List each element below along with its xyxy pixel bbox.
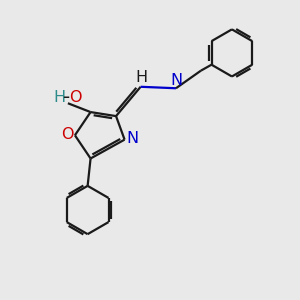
- Text: H: H: [53, 90, 65, 105]
- Text: N: N: [170, 73, 183, 88]
- Text: N: N: [127, 131, 139, 146]
- Text: H: H: [135, 70, 147, 86]
- Text: O: O: [69, 90, 81, 105]
- Text: -: -: [62, 88, 70, 107]
- Text: O: O: [61, 127, 74, 142]
